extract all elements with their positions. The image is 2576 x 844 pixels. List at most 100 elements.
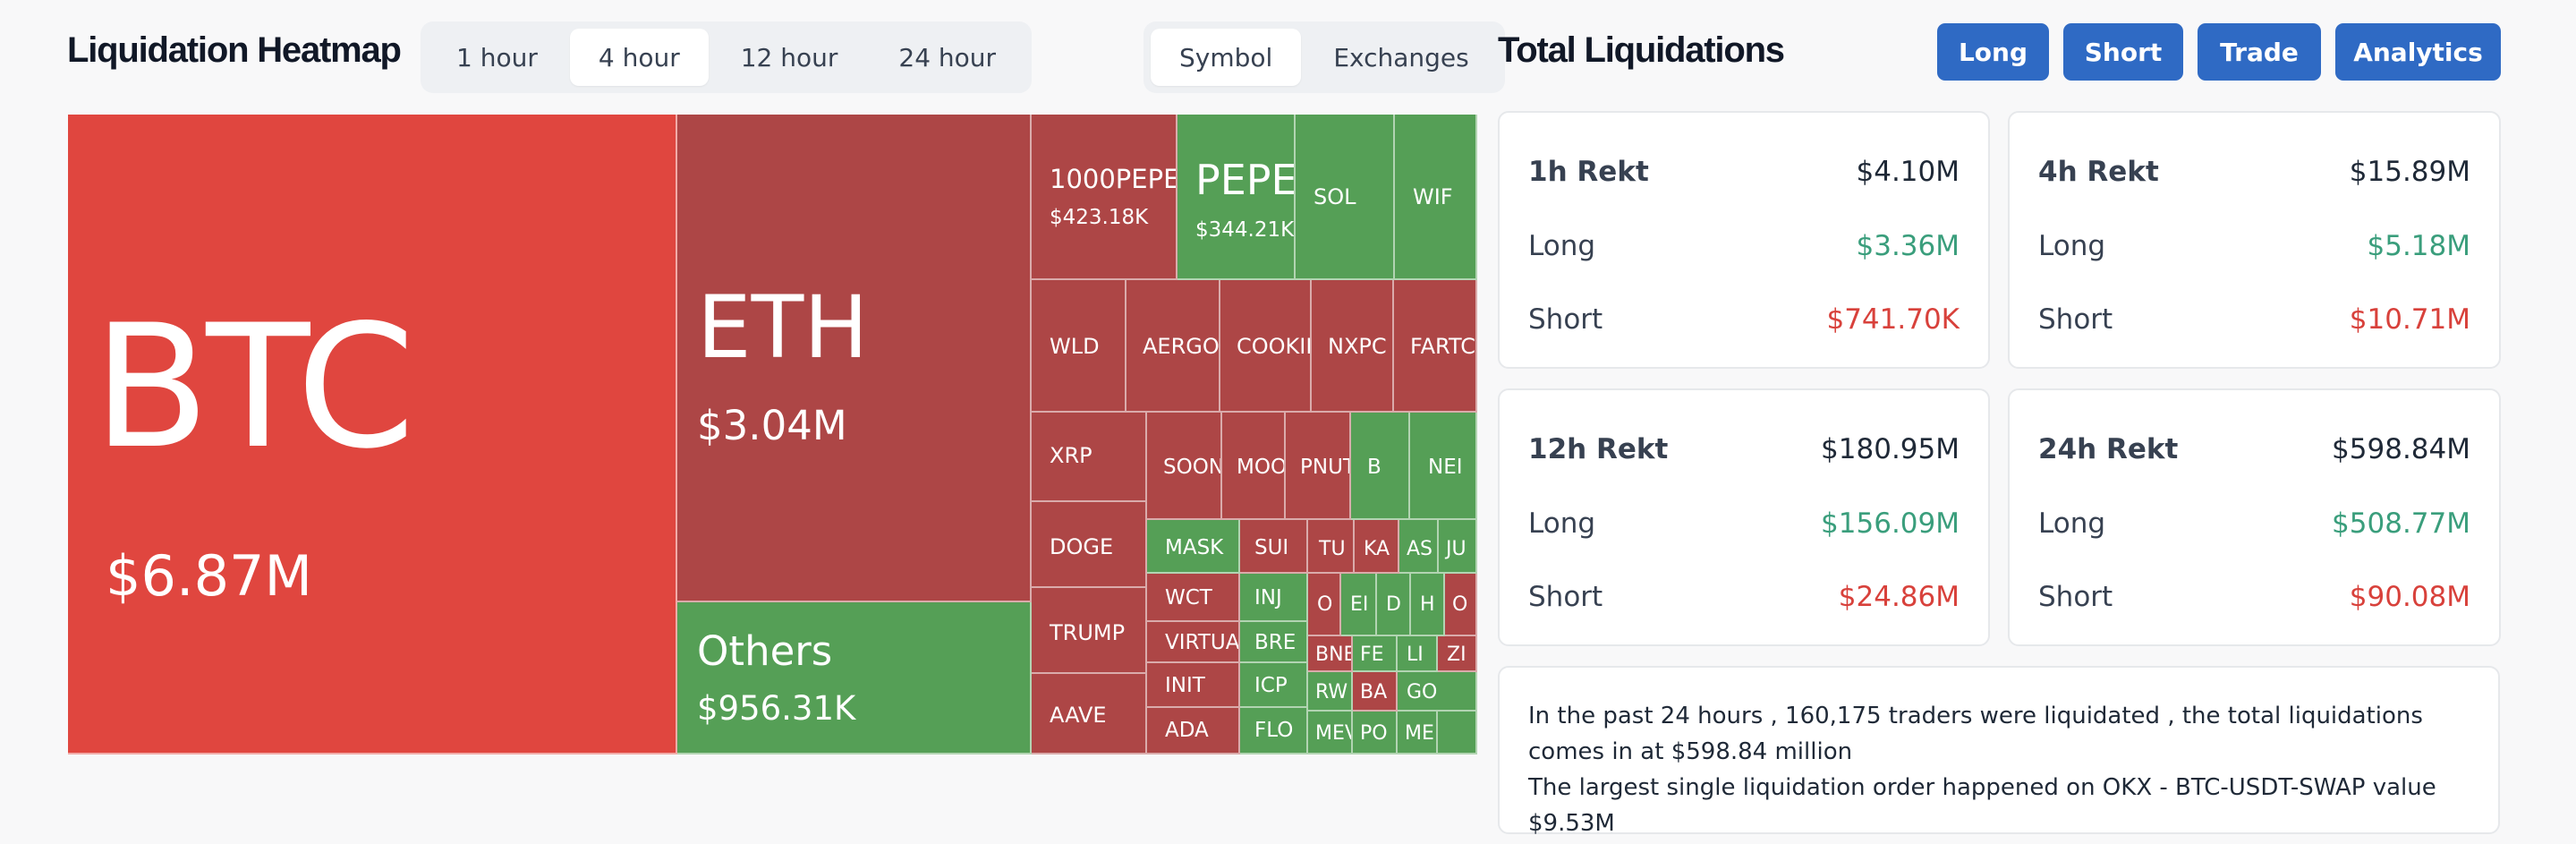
tile-o-2[interactable]: O [1445,574,1477,636]
tile-symbol: AS [1407,538,1433,560]
tile-ada[interactable]: ADA [1147,708,1240,754]
trade-button[interactable]: Trade [2198,23,2321,81]
tile-symbol: NEI [1428,456,1463,479]
tile-fet[interactable]: FE [1353,636,1398,672]
tile-symbol: PO [1360,722,1388,745]
tile-1000pepe[interactable]: 1000PEPE $423.18K [1032,115,1177,280]
tile-nei[interactable]: NEI [1410,413,1477,520]
short-value: $24.86M [1838,581,1960,613]
tile-btc[interactable]: BTC $6.87M [68,115,677,754]
tile-sui[interactable]: SUI [1240,520,1308,574]
analytics-button[interactable]: Analytics [2335,23,2501,81]
tile-doge[interactable]: DOGE [1032,502,1147,588]
tile-pnut[interactable]: PNUT [1286,413,1351,520]
tile-symbol: AAVE [1050,703,1107,728]
tile-tu[interactable]: TU [1308,520,1355,574]
tile-soon[interactable]: SOON [1147,413,1222,520]
long-value: $3.36M [1856,230,1960,262]
tile-d[interactable]: D [1377,574,1411,636]
tile-zi[interactable]: ZI [1438,636,1477,672]
long-label: Long [2038,507,2106,540]
tile-others[interactable]: Others $956.31K [677,602,1032,754]
tile-sol[interactable]: SOL [1296,115,1395,280]
tile-floki[interactable]: FLO [1240,708,1308,754]
card-total: $180.95M [1821,433,1960,465]
tile-symbol: FARTC [1410,334,1475,359]
tab-symbol[interactable]: Symbol [1151,29,1302,86]
short-label: Short [1528,581,1603,613]
tile-moo[interactable]: MOO [1222,413,1286,520]
short-button[interactable]: Short [2063,23,2183,81]
rekt-card-24h: 24h Rekt $598.84M Long $508.77M Short $90.0… [2008,388,2501,646]
tile-symbol: INJ [1254,586,1282,610]
tile-inj[interactable]: INJ [1240,574,1308,622]
tile-xrp[interactable]: XRP [1032,413,1147,502]
tile-pepe[interactable]: PEPE $344.21K [1177,115,1296,280]
liquidation-treemap: BTC $6.87M ETH $3.04M Others $956.31K 10… [68,115,1477,754]
tile-mask[interactable]: MASK [1147,520,1240,574]
long-button[interactable]: Long [1937,23,2049,81]
tile-ba[interactable]: BA [1353,672,1398,712]
tile-wct[interactable]: WCT [1147,574,1240,622]
tile-ju[interactable]: JU [1439,520,1477,574]
tile-eth[interactable]: ETH $3.04M [677,115,1032,602]
tile-symbol: GO [1407,681,1438,703]
tile-rwa[interactable]: RW [1308,672,1353,712]
tile-tiny[interactable] [1438,712,1477,754]
tile-virtual[interactable]: VIRTUA [1147,622,1240,663]
tile-bnb[interactable]: BNE [1308,636,1353,672]
tab-12-hour[interactable]: 12 hour [740,42,838,72]
tile-mew[interactable]: MEV [1308,712,1353,754]
tile-symbol: ADA [1165,719,1209,742]
short-value: $10.71M [2349,303,2470,336]
card-label: 1h Rekt [1528,156,1649,188]
tile-po[interactable]: PO [1353,712,1398,754]
tile-symbol: SUI [1254,536,1289,559]
tile-symbol: INIT [1165,674,1205,697]
long-label: Long [2038,230,2106,262]
tab-4-hour[interactable]: 4 hour [569,29,709,86]
liquidation-summary: In the past 24 hours , 160,175 traders w… [1498,666,2500,837]
tile-me[interactable]: ME [1398,712,1438,754]
tile-symbol: MOO [1237,456,1286,479]
tile-icp[interactable]: ICP [1240,663,1308,708]
tile-symbol: Others [697,627,833,675]
tile-symbol: PNUT [1300,456,1351,479]
tile-brett[interactable]: BRE [1240,622,1308,663]
tile-aergo[interactable]: AERGO [1126,280,1220,413]
long-label: Long [1528,507,1596,540]
tile-aave[interactable]: AAVE [1032,674,1147,754]
tile-wld[interactable]: WLD [1032,280,1126,413]
tile-o-1[interactable]: O [1308,574,1341,636]
tile-symbol: EI [1350,593,1369,616]
tile-go[interactable]: GO [1398,672,1477,712]
tile-symbol: FE [1360,644,1384,666]
tile-nxpc[interactable]: NXPC [1312,280,1394,413]
long-value: $5.18M [2367,230,2471,262]
tile-li[interactable]: LI [1398,636,1438,672]
short-label: Short [2038,581,2113,613]
tile-fartc[interactable]: FARTC [1394,280,1477,413]
view-mode-tabs: Symbol Exchanges [1143,21,1505,93]
tile-b[interactable]: B [1351,413,1410,520]
tile-ei[interactable]: EI [1341,574,1377,636]
tab-24-hour[interactable]: 24 hour [898,42,997,72]
short-label: Short [1528,303,1603,336]
tab-1-hour[interactable]: 1 hour [456,42,538,72]
tile-ka[interactable]: KA [1355,520,1399,574]
tile-value: $956.31K [697,689,856,728]
long-value: $508.77M [2332,507,2470,540]
tile-symbol: BTC [93,288,415,486]
tile-h[interactable]: H [1411,574,1445,636]
tile-wif[interactable]: WIF [1395,115,1477,280]
tile-symbol: PEPE [1195,156,1296,204]
tile-symbol: COOKIE [1237,334,1312,359]
tile-as[interactable]: AS [1399,520,1439,574]
tab-exchanges[interactable]: Exchanges [1333,42,1469,72]
time-range-tabs: 1 hour 4 hour 12 hour 24 hour [421,21,1033,93]
tile-trump[interactable]: TRUMP [1032,588,1147,674]
tile-symbol: MEV [1315,722,1351,745]
tile-init[interactable]: INIT [1147,663,1240,708]
tile-cookie[interactable]: COOKIE [1220,280,1312,413]
card-total: $598.84M [2332,433,2470,465]
